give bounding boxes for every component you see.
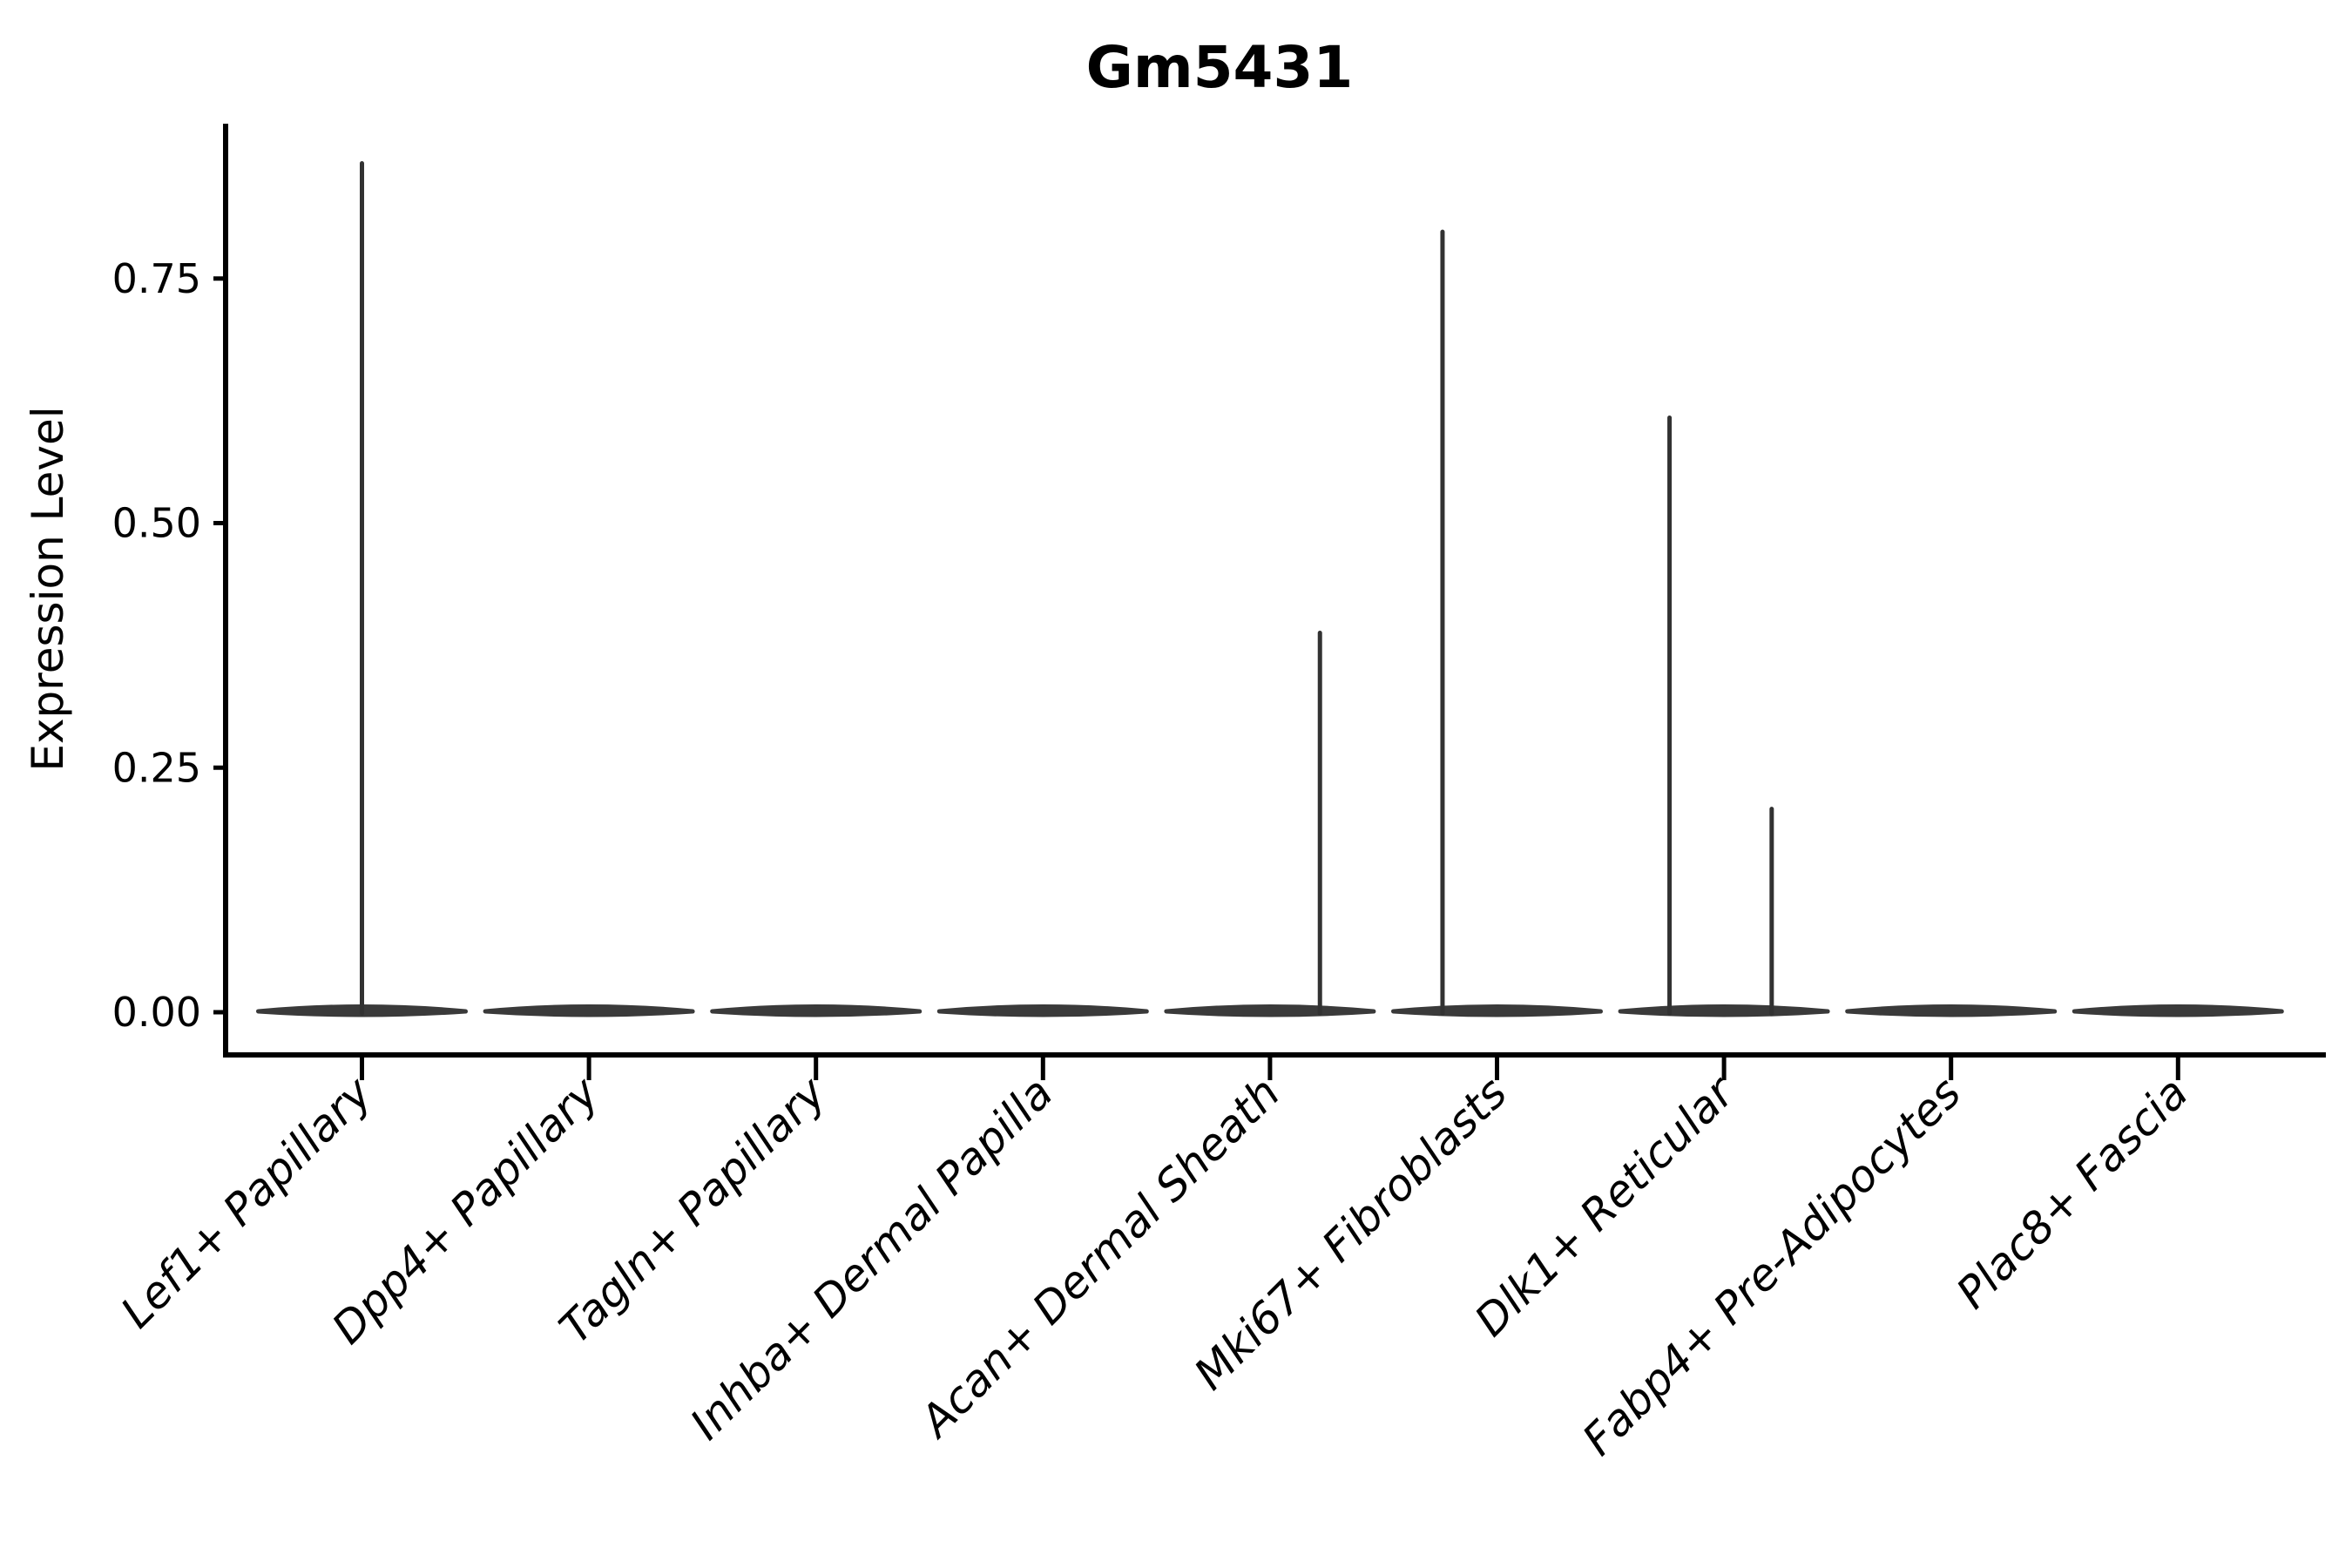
violin <box>710 1004 923 1017</box>
violin-body <box>2072 1004 2284 1017</box>
y-tick-label: 0.50 <box>112 500 201 547</box>
violin <box>1845 1004 2058 1017</box>
violin-body <box>1618 1004 1830 1017</box>
y-tick-label: 0.75 <box>112 255 201 302</box>
violin-body <box>1845 1004 2058 1017</box>
violin-spike <box>360 160 364 1017</box>
x-category-label: Fabp4+ Pre-Adipocytes <box>1573 1067 1971 1465</box>
violin-body <box>936 1004 1149 1017</box>
violin-layer <box>256 160 2284 1017</box>
y-tick-label: 0.25 <box>112 744 201 791</box>
violin-body <box>1391 1004 1603 1017</box>
x-category-label: Inhba+ Dermal Papilla <box>680 1067 1062 1449</box>
violin-spike <box>1769 807 1774 1016</box>
axes-layer <box>213 124 2326 1080</box>
x-category-label: Plac8+ Fascia <box>1947 1067 2198 1318</box>
x-category-label: Lef1+ Papillary <box>112 1066 382 1337</box>
x-category-label: Acan+ Dermal Sheath <box>909 1067 1289 1448</box>
violin-body <box>1164 1004 1376 1017</box>
violin-body <box>483 1004 695 1017</box>
violin <box>256 160 468 1017</box>
violin <box>936 1004 1149 1017</box>
violin-spike <box>1667 415 1673 1017</box>
violin <box>1391 229 1603 1017</box>
violin-body <box>710 1004 923 1017</box>
y-tick-label: 0.00 <box>112 989 201 1036</box>
y-axis-label: Expression Level <box>23 406 73 771</box>
violin <box>1618 415 1830 1017</box>
plot-title: Gm5431 <box>1086 34 1354 101</box>
violin <box>2072 1004 2284 1017</box>
violin-spike <box>1440 229 1445 1017</box>
violin-spike <box>1317 631 1322 1016</box>
violin <box>483 1004 695 1017</box>
violin <box>1164 631 1376 1017</box>
